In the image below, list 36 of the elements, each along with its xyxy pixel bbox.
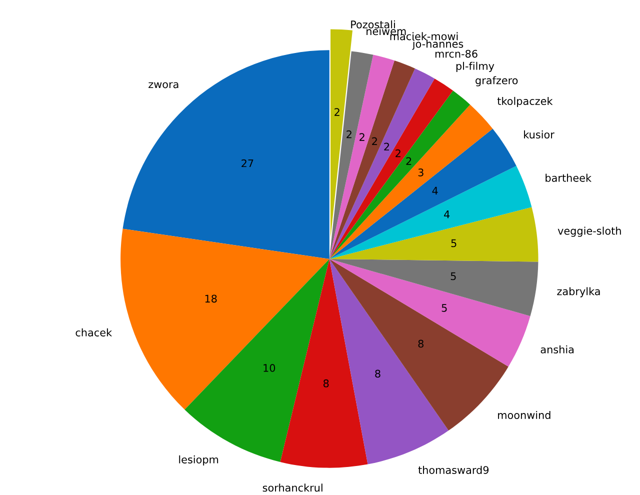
data-label: 2 [396, 149, 400, 158]
data-label: 2 [334, 108, 340, 116]
slice-label: lesiopm [179, 455, 218, 466]
slice-label: thomasward9 [418, 466, 489, 474]
slice-label: moonwind [498, 410, 550, 420]
data-label: 27 [242, 159, 254, 168]
slice-label: bartheek [546, 174, 592, 182]
slice-label: jo-hannes [412, 40, 464, 50]
slice-label: pl-filmy [456, 62, 494, 72]
slice-label: kusior [524, 130, 554, 138]
slice-label: tkolpaczek [497, 96, 553, 108]
slice-label: grafzero [476, 76, 518, 86]
data-label: 2 [384, 142, 390, 150]
data-label: 18 [205, 294, 217, 303]
data-label: 10 [264, 364, 276, 372]
data-label: 5 [450, 272, 456, 280]
slice-label: chacek [76, 328, 112, 336]
data-label: 2 [360, 133, 364, 141]
data-label: 2 [346, 130, 352, 138]
slice-label: zwora [148, 82, 178, 88]
slice-label: mrcn-86 [435, 50, 478, 58]
data-label: 8 [323, 379, 329, 388]
data-label: 2 [406, 157, 412, 165]
data-label: 8 [375, 370, 380, 378]
slice-label: anshia [540, 345, 574, 354]
data-label: 5 [451, 239, 456, 248]
data-label: 3 [418, 168, 424, 176]
slice-label: Pozostali [351, 20, 395, 28]
data-label: 4 [432, 186, 438, 194]
slice-label: veggie-sloth [558, 226, 621, 237]
data-label: 4 [444, 210, 450, 218]
slice-label: sorhanckrul [262, 484, 322, 492]
slice-label: zabrylka [557, 287, 600, 298]
data-label: 8 [418, 340, 424, 348]
data-label: 5 [442, 304, 447, 312]
data-label: 2 [372, 137, 377, 146]
